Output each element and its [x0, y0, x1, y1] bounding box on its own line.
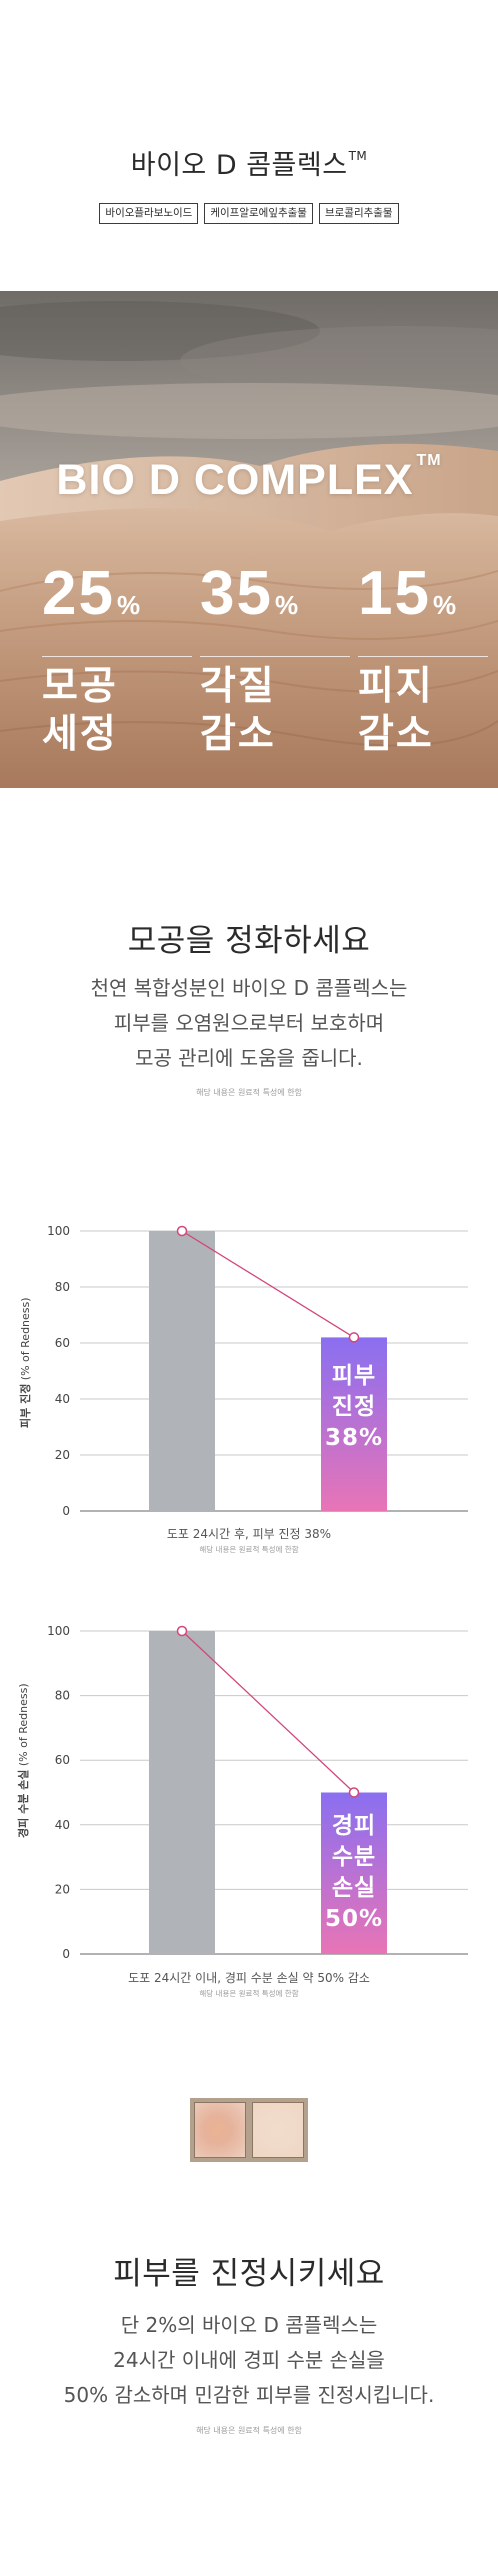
y-tick-label: 40: [55, 1392, 70, 1406]
desert-hero-banner: BIO D COMPLEX TM 25% 모공 세정 35% 각질 감소 15% 피지…: [0, 291, 498, 788]
stat-divider: [42, 656, 192, 657]
stat-label: 피지 감소: [358, 664, 434, 757]
hero-trademark-mark: TM: [416, 451, 442, 469]
y-axis-label: 경피 수분 손실 (% of Redness): [17, 1683, 30, 1838]
trend-marker: [176, 1625, 188, 1637]
bar-treated: [321, 1337, 387, 1511]
disclaimer-note: 해당 내용은 원료적 특성에 한함: [196, 2426, 302, 2435]
chart-plot-area: 0 20 40 60 80 100: [47, 1224, 468, 1518]
stat-pore-cleansing: 25% 모공 세정: [42, 559, 202, 759]
section-title-soothing: 피부를 진정시키세요: [113, 2256, 385, 2292]
y-tick-label: 80: [55, 1280, 70, 1294]
section-title-pores: 모공을 정화하세요: [127, 923, 371, 959]
trend-marker: [348, 1787, 360, 1798]
y-axis-label: 피부 진정 (% of Redness): [19, 1297, 32, 1428]
hero-title: BIO D COMPLEX TM: [0, 452, 498, 505]
product-title-text: 바이오 D 콤플렉스: [130, 150, 348, 181]
y-tick-label: 100: [47, 1224, 70, 1238]
stat-sebum-reduction: 15% 피지 감소: [358, 559, 498, 759]
trademark-mark: TM: [348, 149, 368, 163]
y-tick-label: 60: [55, 1336, 70, 1350]
stat-value: 15%: [358, 559, 457, 628]
trend-marker: [176, 1225, 188, 1237]
ingredient-tag: 바이오플라보노이드: [99, 203, 199, 224]
product-title: 바이오 D 콤플렉스TM: [0, 143, 498, 182]
y-tick-label: 0: [62, 1504, 70, 1518]
swatch-before-image: [194, 2102, 246, 2158]
bar-value-label: 경피 수분 손실 50%: [324, 1812, 384, 1932]
stat-label: 각질 감소: [200, 664, 276, 757]
y-tick-label: 100: [47, 1624, 70, 1638]
ingredient-tag: 브로콜리추출물: [318, 203, 399, 224]
ingredient-tags: 바이오플라보노이드 케이프알로에잎추출물 브로콜리추출물: [0, 203, 498, 224]
stat-label: 모공 세정: [42, 664, 118, 757]
y-tick-label: 20: [55, 1882, 70, 1896]
trend-marker: [348, 1332, 360, 1343]
y-tick-label: 20: [55, 1448, 70, 1462]
bar-control: [149, 1231, 215, 1511]
stat-divider: [200, 656, 350, 657]
ingredient-tag: 케이프알로에잎추출물: [204, 203, 313, 224]
chart-caption: 도포 24시간 이내, 경피 수분 손실 약 50% 감소: [128, 1971, 370, 1985]
stat-divider: [358, 656, 488, 657]
chart-caption: 도포 24시간 후, 피부 진정 38%: [166, 1527, 332, 1541]
chart-caption-note: 해당 내용은 원료적 특성에 한함: [199, 1989, 299, 1998]
trend-line: [181, 1230, 355, 1338]
section-body-pores: 천연 복합성분인 바이오 D 콤플렉스는 피부를 오염원으로부터 보호하며 모공…: [90, 976, 408, 1070]
chart-water-loss: 경피 수분 손실 (% of Redness) 0 20 40 60 80 100 경피 …: [0, 1615, 498, 1998]
bar-treated: [321, 1792, 387, 1954]
section-body-soothing: 단 2%의 바이오 D 콤플렉스는 24시간 이내에 경피 수분 손실을 50%…: [63, 2313, 435, 2407]
stat-value: 35%: [200, 559, 299, 628]
y-tick-label: 80: [55, 1689, 70, 1703]
disclaimer-note: 해당 내용은 원료적 특성에 한함: [196, 1088, 302, 1097]
chart-plot-area: 0 20 40 60 80 100: [47, 1624, 468, 1961]
trend-line: [181, 1630, 355, 1793]
bar-value-label: 피부 진정 38%: [324, 1363, 384, 1452]
y-tick-label: 40: [55, 1818, 70, 1832]
skin-comparison-swatches: [190, 2098, 308, 2162]
chart-caption-note: 해당 내용은 원료적 특성에 한함: [199, 1545, 299, 1554]
stat-dead-skin-reduction: 35% 각질 감소: [200, 559, 360, 759]
desert-background-image: [0, 291, 498, 788]
bar-control: [149, 1631, 215, 1954]
chart-skin-soothing: 피부 진정 (% of Redness) 0 20 40 60 80 100 피부 진정 …: [0, 1215, 498, 1565]
hero-title-text: BIO D COMPLEX: [56, 456, 414, 504]
stat-value: 25%: [42, 559, 141, 628]
swatch-after-image: [252, 2102, 304, 2158]
y-tick-label: 0: [62, 1947, 70, 1961]
y-tick-label: 60: [55, 1753, 70, 1767]
